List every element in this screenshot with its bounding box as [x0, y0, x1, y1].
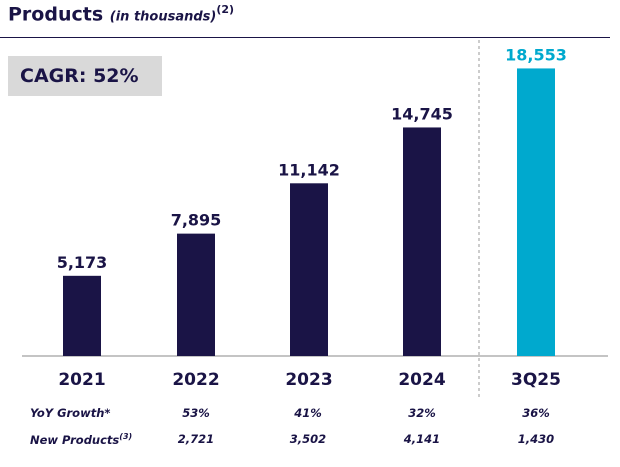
bar-2022: [177, 233, 215, 356]
footer-value: 3,502: [289, 432, 327, 446]
bar-2021: [63, 275, 101, 356]
chart-footer-table: YoY Growth* 53% 41% 32% 36% New Products…: [0, 400, 620, 460]
title-underline: [0, 37, 610, 38]
x-tick-label-3q25: 3Q25: [511, 370, 561, 390]
footer-row-yoy-growth: YoY Growth* 53% 41% 32% 36%: [0, 406, 620, 426]
x-tick-label-2022: 2022: [172, 370, 219, 390]
bar-3q25: [517, 68, 555, 356]
footer-value: 36%: [522, 406, 550, 420]
footer-value: 2,721: [177, 432, 215, 446]
footer-row-label-text: New Products: [30, 432, 120, 447]
cagr-badge: CAGR: 52%: [8, 56, 162, 96]
footer-row-label-text: YoY Growth*: [30, 406, 111, 420]
bar-chart: 5,173 2021 7,895 2022 11,142 2023 14,745 2024 18…: [22, 40, 608, 398]
title-subtitle: (in thousands): [109, 9, 217, 25]
footer-value: 4,141: [403, 432, 441, 446]
footer-value: 1,430: [517, 432, 555, 446]
chart-title: Products (in thousands)(2): [8, 3, 234, 25]
data-label-2024: 14,745: [391, 104, 453, 123]
x-tick-label-2024: 2024: [398, 370, 445, 390]
footer-value: 41%: [294, 406, 322, 420]
footer-row-label-note: (3): [119, 432, 133, 441]
data-label-2021: 5,173: [57, 253, 108, 272]
footer-row-label: YoY Growth*: [30, 406, 110, 420]
data-label-2023: 11,142: [278, 160, 340, 179]
bar-2023: [290, 183, 328, 356]
bar-2024: [403, 127, 441, 356]
footer-row-label: New Products(3): [30, 432, 132, 447]
title-footnote: (2): [216, 3, 235, 16]
data-label-2022: 7,895: [171, 211, 222, 230]
x-tick-label-2021: 2021: [58, 370, 105, 390]
footer-row-new-products: New Products(3) 2,721 3,502 4,141 1,430: [0, 432, 620, 452]
footer-value: 53%: [182, 406, 210, 420]
title-main: Products: [8, 3, 104, 26]
x-tick-label-2023: 2023: [285, 370, 332, 390]
bars-group: 5,173 2021 7,895 2022 11,142 2023 14,745 2024 18…: [57, 45, 567, 390]
footer-value: 32%: [408, 406, 436, 420]
data-label-3q25: 18,553: [505, 45, 567, 64]
